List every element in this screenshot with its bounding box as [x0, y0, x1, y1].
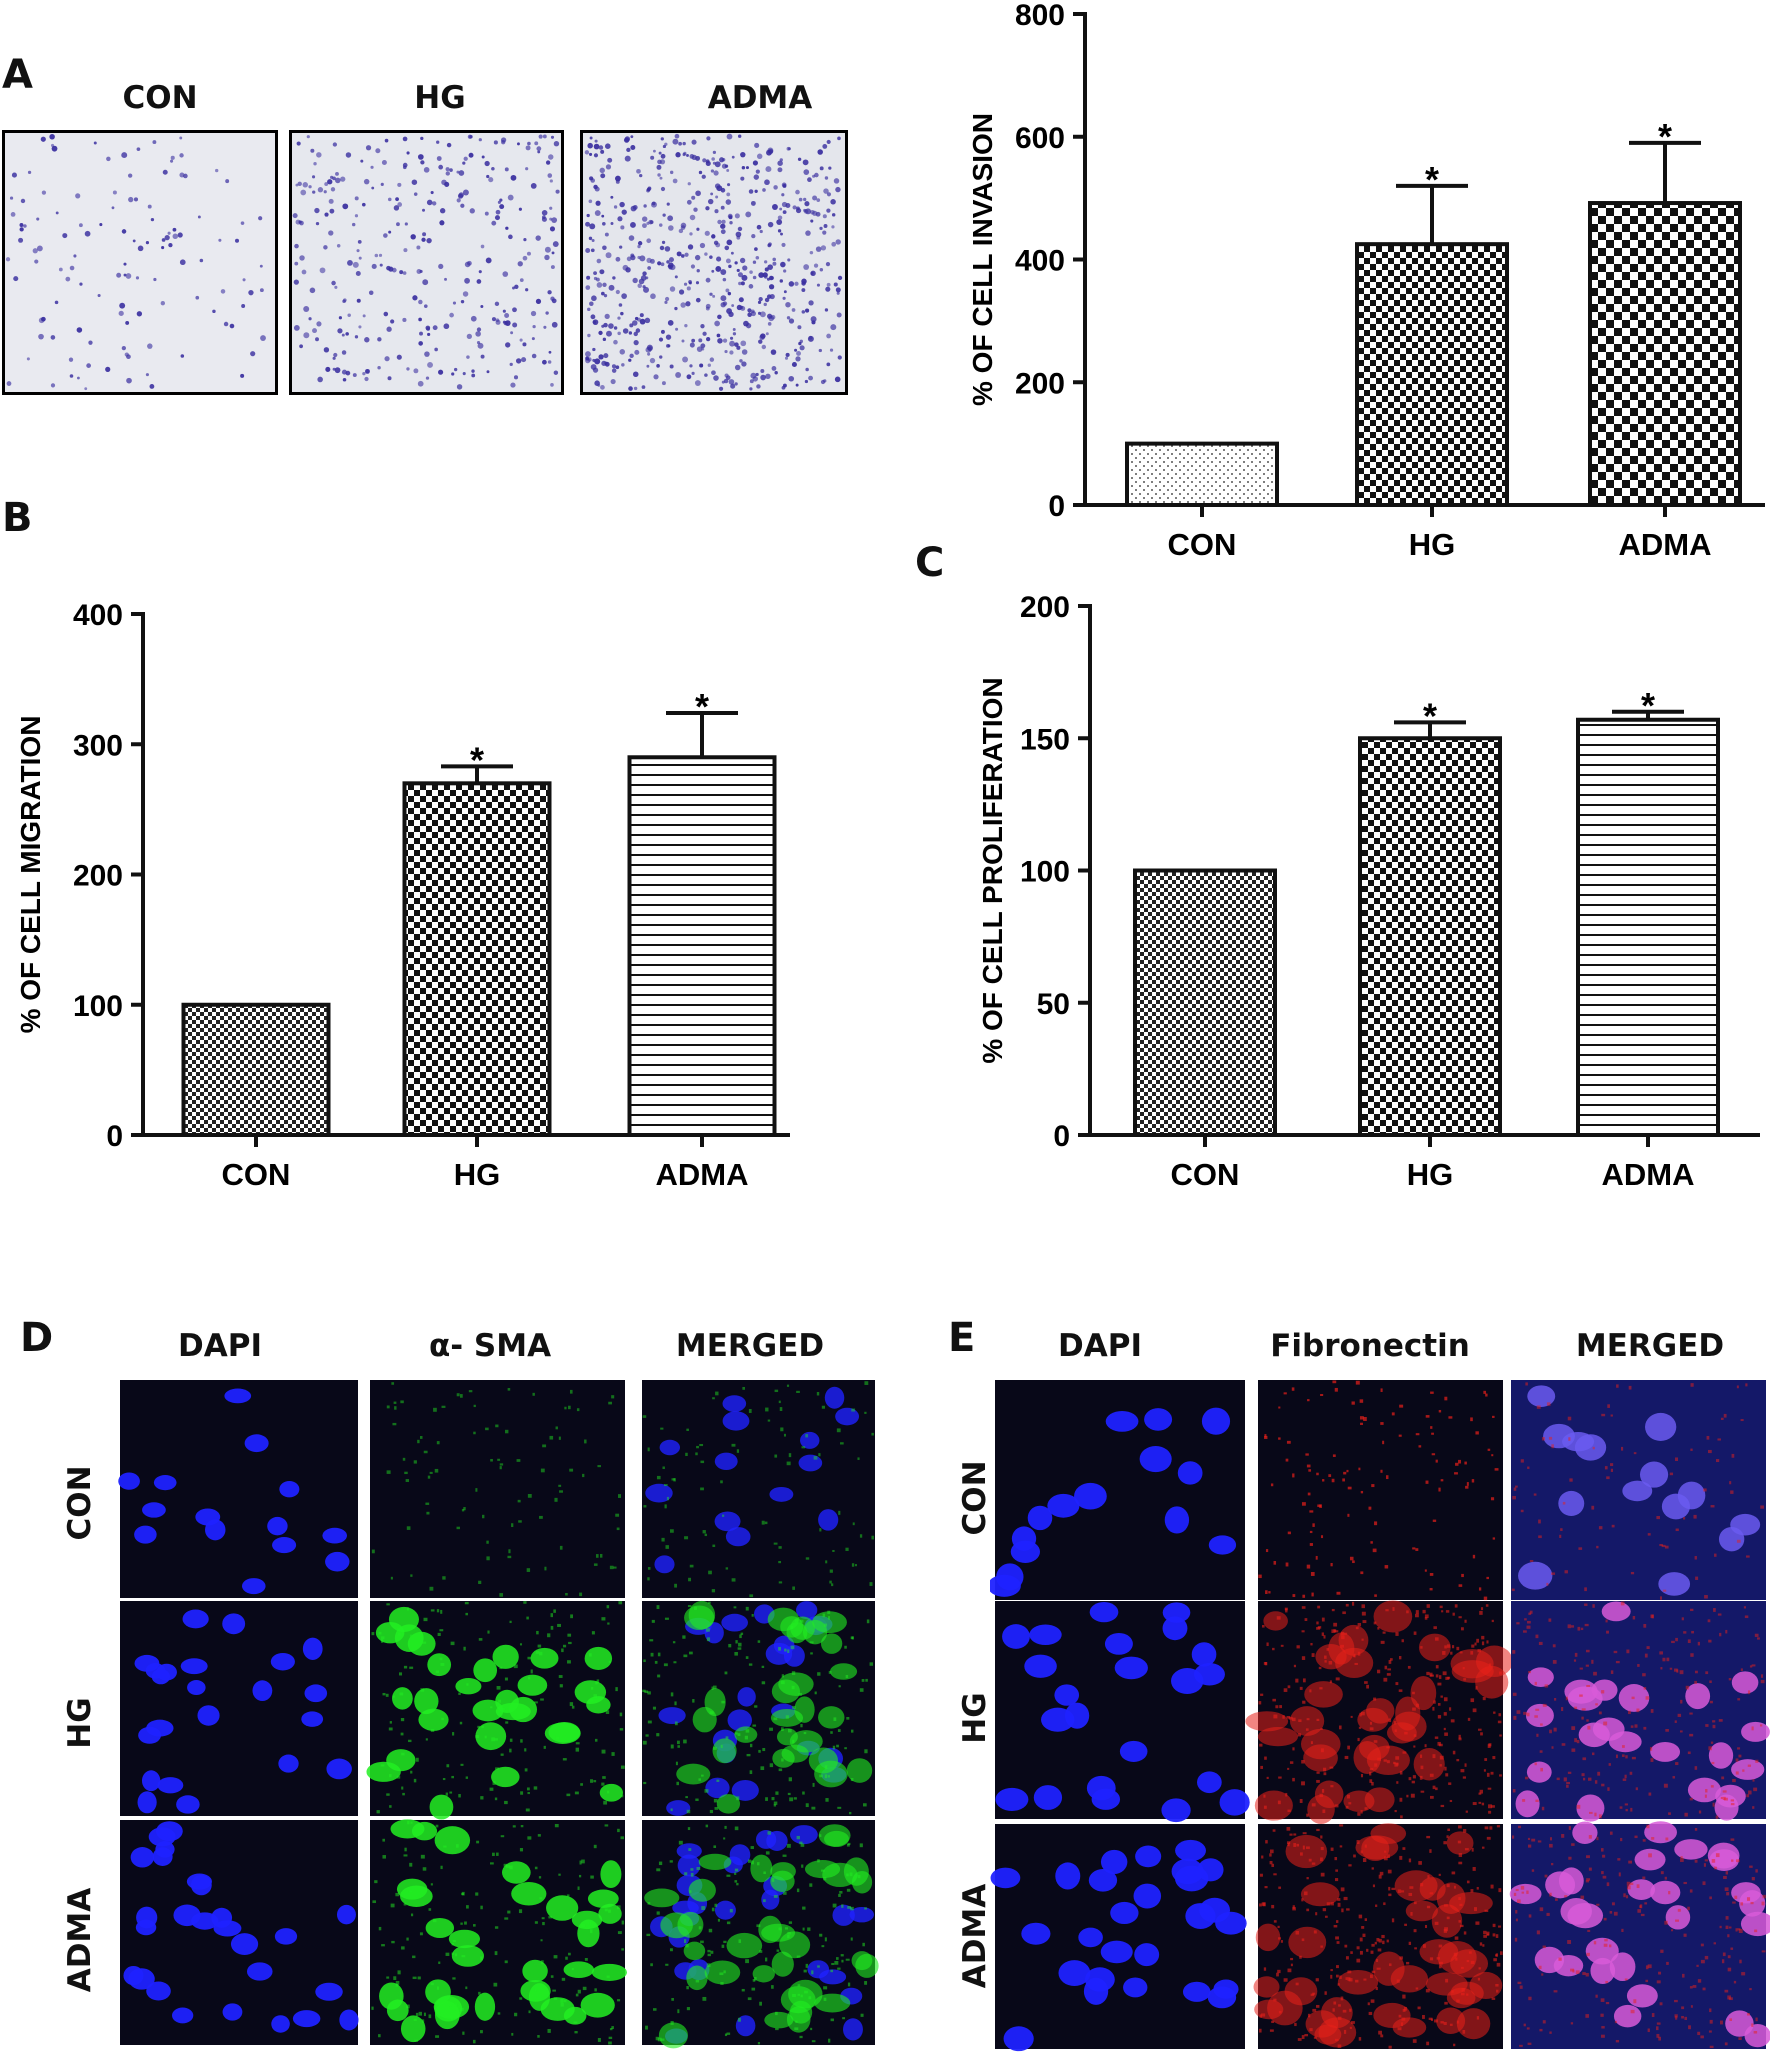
micrograph-adma	[580, 130, 848, 395]
x-tick-label: HG	[1409, 527, 1456, 562]
d-tile-r0-c0	[118, 1380, 358, 1598]
e-tile-r1-c1	[1245, 1600, 1513, 1824]
x-tick-label: CON	[1171, 1157, 1240, 1192]
significance-marker: *	[695, 686, 709, 727]
d-row-label-adma: ADMA	[62, 1887, 98, 1993]
y-tick-label: 800	[1015, 0, 1065, 32]
micrograph-hg	[289, 130, 564, 395]
photo-label-con: CON	[122, 80, 198, 116]
bar-con	[1125, 441, 1279, 507]
x-tick-label: ADMA	[1602, 1157, 1695, 1192]
e-tile-r1-c0	[995, 1601, 1250, 1823]
d-tile-r2-c0	[120, 1820, 359, 2045]
panel-letter-a: A	[2, 52, 33, 98]
panel-letter-e: E	[948, 1315, 976, 1361]
e-tile-r0-c0	[990, 1380, 1245, 1600]
e-tile-r2-c2	[1509, 1821, 1770, 2049]
d-col-label-merged: MERGED	[675, 1328, 825, 1364]
significance-marker: *	[1658, 116, 1672, 157]
bar-hg	[402, 781, 552, 1137]
e-tile-r0-c1	[1258, 1380, 1503, 1601]
y-axis-label: % OF CELL INVASION	[967, 113, 998, 406]
photo-label-adma: ADMA	[707, 80, 813, 116]
e-row-label-adma: ADMA	[957, 1883, 993, 1989]
e-row-label-con: CON	[957, 1460, 993, 1536]
y-tick-label: 200	[1020, 591, 1070, 624]
x-tick-label: ADMA	[1619, 527, 1712, 562]
d-row-label-hg: HG	[62, 1697, 98, 1749]
y-tick-label: 200	[73, 860, 123, 893]
d-col-label-dapi: DAPI	[178, 1328, 262, 1364]
bar-adma	[627, 755, 777, 1137]
proliferation-bar-chart: 0 50 100 150 200 % OF CELL PROLIFERATION CON * H…	[977, 591, 1760, 1192]
d-col-label-sma: α- SMA	[428, 1328, 552, 1364]
y-axis-label: % OF CELL MIGRATION	[15, 716, 46, 1034]
d-tile-r0-c1	[370, 1380, 625, 1598]
e-row-label-hg: HG	[957, 1692, 993, 1744]
significance-marker: *	[1425, 159, 1439, 200]
e-col-label-fibronectin: Fibronectin	[1270, 1328, 1470, 1364]
micrograph-con	[2, 130, 278, 395]
significance-marker: *	[470, 739, 484, 780]
fluorescence-grid-e	[990, 1380, 1770, 2052]
e-tile-r2-c1	[1253, 1823, 1503, 2049]
y-tick-label: 150	[1020, 723, 1070, 756]
d-tile-r0-c2	[642, 1380, 875, 1598]
d-row-label-con: CON	[62, 1465, 98, 1541]
d-tile-r1-c2	[642, 1600, 875, 1816]
x-tick-label: CON	[1168, 527, 1237, 562]
y-tick-label: 50	[1037, 988, 1070, 1021]
y-tick-label: 400	[1015, 245, 1065, 278]
e-tile-r1-c2	[1511, 1601, 1770, 1822]
d-tile-r1-c0	[120, 1601, 358, 1816]
panel-letter-b: B	[2, 495, 33, 541]
y-tick-label: 200	[1015, 367, 1065, 400]
y-tick-label: 0	[106, 1120, 123, 1153]
panel-letter-c: C	[915, 540, 945, 586]
bar-hg	[1358, 736, 1502, 1137]
x-tick-label: HG	[454, 1157, 501, 1192]
migration-bar-chart: 0 100 200 300 400 % OF CELL MIGRATION CON * HG * A…	[15, 599, 790, 1192]
y-tick-label: 600	[1015, 122, 1065, 155]
y-tick-label: 0	[1053, 1120, 1070, 1153]
bar-adma	[1588, 201, 1742, 507]
x-tick-label: CON	[222, 1157, 291, 1192]
x-tick-label: ADMA	[656, 1157, 749, 1192]
x-tick-label: HG	[1407, 1157, 1454, 1192]
bar-con	[1133, 868, 1277, 1137]
significance-marker: *	[1423, 695, 1437, 736]
y-tick-label: 100	[73, 990, 123, 1023]
bar-con	[181, 1002, 331, 1137]
bar-hg	[1355, 242, 1509, 507]
e-col-label-merged: MERGED	[1575, 1328, 1725, 1364]
y-tick-label: 100	[1020, 856, 1070, 889]
y-tick-label: 400	[73, 599, 123, 632]
y-tick-label: 0	[1048, 490, 1065, 523]
e-tile-r0-c2	[1511, 1380, 1766, 1600]
bar-adma	[1576, 717, 1720, 1138]
y-axis-label: % OF CELL PROLIFERATION	[977, 677, 1008, 1063]
d-tile-r2-c1	[370, 1819, 627, 2045]
e-tile-r2-c0	[990, 1824, 1247, 2052]
fluorescence-grid-d	[118, 1380, 879, 2049]
invasion-bar-chart: 0 200 400 600 800 % OF CELL INVASION CON * HG * AD…	[967, 0, 1765, 562]
y-tick-label: 300	[73, 729, 123, 762]
d-tile-r1-c1	[366, 1601, 625, 1820]
d-tile-r2-c2	[642, 1820, 879, 2049]
photo-label-hg: HG	[414, 80, 466, 116]
significance-marker: *	[1641, 685, 1655, 726]
e-col-label-dapi: DAPI	[1058, 1328, 1142, 1364]
panel-letter-d: D	[20, 1315, 54, 1361]
